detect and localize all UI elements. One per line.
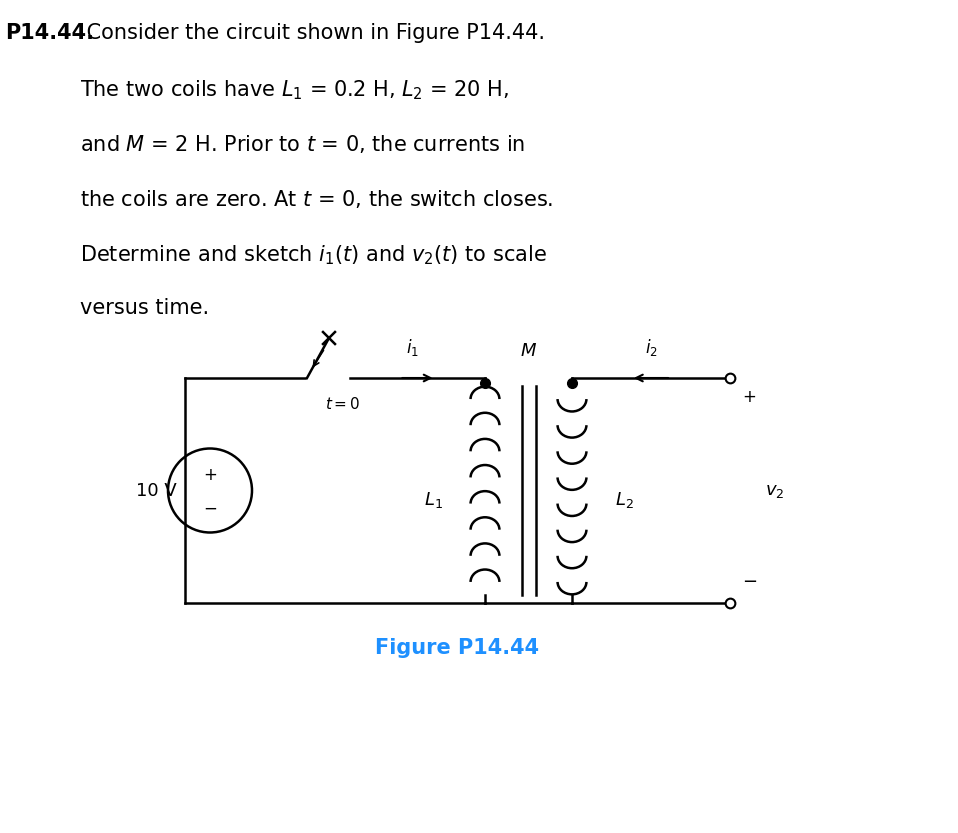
- Text: $i_2$: $i_2$: [645, 337, 657, 358]
- Text: the coils are zero. At $t$ = 0, the switch closes.: the coils are zero. At $t$ = 0, the swit…: [80, 188, 554, 210]
- Text: P14.44.: P14.44.: [5, 23, 94, 43]
- Text: $M$: $M$: [520, 342, 537, 360]
- Text: −: −: [742, 573, 757, 591]
- Text: $v_2$: $v_2$: [765, 481, 785, 500]
- Text: Consider the circuit shown in Figure P14.44.: Consider the circuit shown in Figure P14…: [80, 23, 545, 43]
- Text: +: +: [203, 466, 217, 483]
- Text: $L_2$: $L_2$: [615, 491, 633, 511]
- Text: $i_1$: $i_1$: [406, 337, 419, 358]
- Text: versus time.: versus time.: [80, 298, 209, 318]
- Text: and $M$ = 2 H. Prior to $t$ = 0, the currents in: and $M$ = 2 H. Prior to $t$ = 0, the cur…: [80, 133, 525, 155]
- Text: −: −: [203, 500, 217, 517]
- Text: $t=0$: $t=0$: [325, 396, 360, 412]
- Text: The two coils have $L_1$ = 0.2 H, $L_2$ = 20 H,: The two coils have $L_1$ = 0.2 H, $L_2$ …: [80, 78, 509, 102]
- Text: Determine and sketch $i_1(t)$ and $v_2(t)$ to scale: Determine and sketch $i_1(t)$ and $v_2(t…: [80, 243, 547, 267]
- Text: Figure P14.44: Figure P14.44: [376, 638, 539, 658]
- Text: +: +: [742, 388, 756, 406]
- Text: 10 V: 10 V: [136, 481, 177, 500]
- Text: $L_1$: $L_1$: [423, 491, 443, 511]
